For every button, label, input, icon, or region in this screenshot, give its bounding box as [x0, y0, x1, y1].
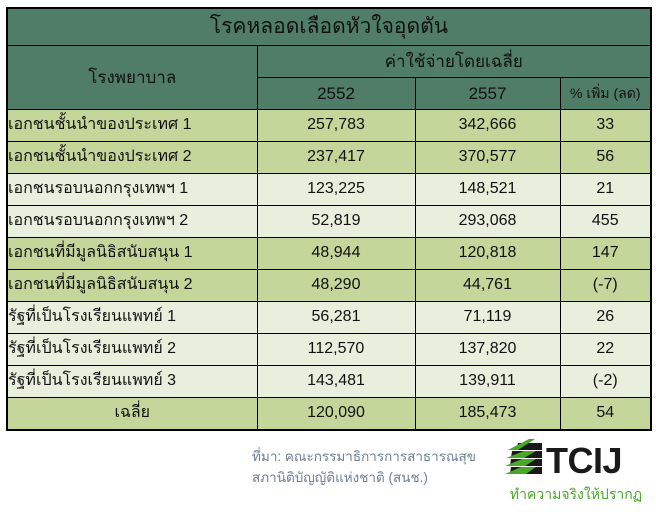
table-header: โรคหลอดเลือดหัวใจอุดตัน โรงพยาบาล ค่าใช้… — [6, 7, 652, 110]
tcij-logo: TCIJ ทำความจริงให้ปรากฏ — [502, 437, 650, 506]
table-body: เอกชนชั้นนำของประเทศ 1 257,783 342,666 33 เอ… — [6, 109, 652, 431]
cell-percent-change: 33 — [559, 109, 652, 142]
tcij-tagline: ทำความจริงให้ปรากฏ — [509, 486, 643, 502]
cell-hospital: รัฐที่เป็นโรงเรียนแพทย์ 2 — [6, 333, 258, 366]
tcij-logo-top: TCIJ — [502, 439, 650, 483]
table-row: เอกชนชั้นนำของประเทศ 1 257,783 342,666 33 — [6, 109, 652, 142]
cell-percent-change: 56 — [559, 141, 652, 174]
cell-percent-change: 147 — [559, 237, 652, 270]
cell-cost-2552: 257,783 — [256, 109, 416, 142]
cost-comparison-table: โรคหลอดเลือดหัวใจอุดตัน โรงพยาบาล ค่าใช้… — [6, 7, 652, 431]
cell-cost-2552: 52,819 — [256, 205, 416, 238]
cell-cost-2552: 123,225 — [256, 173, 416, 206]
table-row: เอกชนรอบนอกกรุงเทพฯ 1 123,225 148,521 21 — [6, 173, 652, 206]
column-header-year-2557: 2557 — [414, 77, 561, 110]
cell-hospital: รัฐที่เป็นโรงเรียนแพทย์ 1 — [6, 301, 258, 334]
cell-percent-change: (-2) — [559, 365, 652, 398]
table-row: เอกชนที่มีมูลนิธิสนับสนุน 1 48,944 120,818… — [6, 237, 652, 270]
header-subrow: 2552 2557 % เพิ่ม (ลด) — [7, 77, 652, 110]
source-attribution: ที่มา: คณะกรรมาธิการการสาธารณสุข สภานิติ… — [252, 437, 476, 489]
cell-percent-change: (-7) — [559, 269, 652, 302]
cell-cost-2557: 44,761 — [414, 269, 561, 302]
cell-cost-2557: 293,068 — [414, 205, 561, 238]
header-group-row: โรงพยาบาล ค่าใช้จ่ายโดยเฉลี่ย — [6, 45, 652, 110]
cell-cost-2557: 370,577 — [414, 141, 561, 174]
cell-cost-2552: 237,417 — [256, 141, 416, 174]
cell-hospital: เอกชนรอบนอกกรุงเทพฯ 1 — [6, 173, 258, 206]
table-total-row: เฉลี่ย 120,090 185,473 54 — [6, 397, 652, 431]
cell-cost-2557: 139,911 — [414, 365, 561, 398]
cell-cost-2552: 56,281 — [256, 301, 416, 334]
table-row: เอกชนรอบนอกกรุงเทพฯ 2 52,819 293,068 455 — [6, 205, 652, 238]
cell-cost-2557: 120,818 — [414, 237, 561, 270]
cell-hospital: เอกชนที่มีมูลนิธิสนับสนุน 2 — [6, 269, 258, 302]
tcij-wordmark: TCIJ — [546, 440, 623, 481]
total-cost-2552: 120,090 — [256, 397, 416, 431]
table-row: รัฐที่เป็นโรงเรียนแพทย์ 1 56,281 71,119 26 — [6, 301, 652, 334]
cell-cost-2557: 148,521 — [414, 173, 561, 206]
column-header-percent-change: % เพิ่ม (ลด) — [559, 77, 652, 110]
cell-cost-2557: 137,820 — [414, 333, 561, 366]
cell-hospital: รัฐที่เป็นโรงเรียนแพทย์ 3 — [6, 365, 258, 398]
footer: ที่มา: คณะกรรมาธิการการสาธารณสุข สภานิติ… — [6, 437, 650, 509]
cell-hospital: เอกชนที่มีมูลนิธิสนับสนุน 1 — [6, 237, 258, 270]
column-header-hospital: โรงพยาบาล — [6, 45, 258, 110]
table-row: เอกชนที่มีมูลนิธิสนับสนุน 2 48,290 44,761(… — [6, 269, 652, 302]
table-row: เอกชนชั้นนำของประเทศ 2 237,417 370,577 56 — [6, 141, 652, 174]
cell-percent-change: 26 — [559, 301, 652, 334]
page-title: โรคหลอดเลือดหัวใจอุดตัน — [6, 7, 652, 46]
cell-hospital: เอกชนชั้นนำของประเทศ 2 — [6, 141, 258, 174]
source-line-1: ที่มา: คณะกรรมาธิการการสาธารณสุข — [252, 449, 476, 464]
cell-cost-2552: 143,481 — [256, 365, 416, 398]
column-header-year-2552: 2552 — [256, 77, 416, 110]
column-group-header-average-cost: ค่าใช้จ่ายโดยเฉลี่ย — [256, 45, 652, 78]
cell-cost-2557: 71,119 — [414, 301, 561, 334]
cell-percent-change: 21 — [559, 173, 652, 206]
cell-cost-2557: 342,666 — [414, 109, 561, 142]
table-row: รัฐที่เป็นโรงเรียนแพทย์ 3 143,481 139,911(… — [6, 365, 652, 398]
title-row: โรคหลอดเลือดหัวใจอุดตัน — [6, 7, 652, 46]
total-cost-2557: 185,473 — [414, 397, 561, 431]
cell-cost-2552: 48,290 — [256, 269, 416, 302]
source-line-2: สภานิติบัญญัติแห่งชาติ (สนช.) — [252, 469, 428, 485]
table-row: รัฐที่เป็นโรงเรียนแพทย์ 2 112,570 137,820 2… — [6, 333, 652, 366]
total-label: เฉลี่ย — [6, 397, 258, 431]
tcij-ribbon-icon — [502, 439, 546, 483]
cell-cost-2552: 48,944 — [256, 237, 416, 270]
total-percent-change: 54 — [559, 397, 652, 431]
cell-hospital: เอกชนชั้นนำของประเทศ 1 — [6, 109, 258, 142]
cell-percent-change: 22 — [559, 333, 652, 366]
cell-hospital: เอกชนรอบนอกกรุงเทพฯ 2 — [6, 205, 258, 238]
cell-cost-2552: 112,570 — [256, 333, 416, 366]
cell-percent-change: 455 — [559, 205, 652, 238]
